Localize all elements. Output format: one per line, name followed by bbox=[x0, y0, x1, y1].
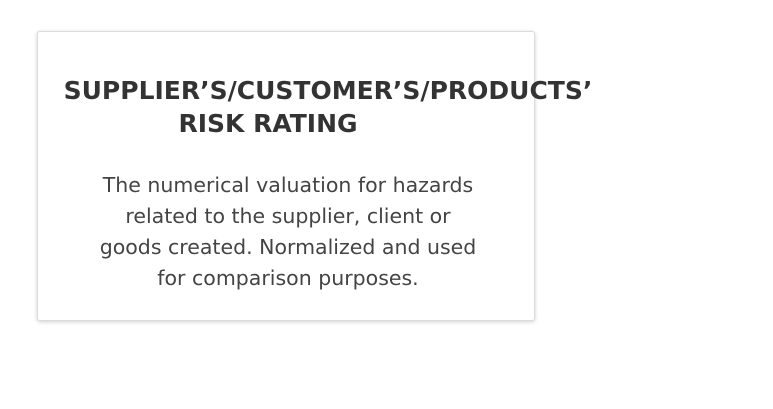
card-title: SUPPLIER’S/CUSTOMER’S/PRODUCTS’ RISK RAT… bbox=[58, 74, 598, 140]
card-description-line: The numerical valuation for hazards bbox=[102, 173, 474, 197]
card-description-line: related to the supplier, client or bbox=[125, 204, 451, 228]
card-title-line: RISK RATING bbox=[178, 109, 358, 138]
card-title-line: SUPPLIER’S/CUSTOMER’S/PRODUCTS’ bbox=[63, 76, 593, 105]
card-description-line: for comparison purposes. bbox=[157, 266, 419, 290]
info-card: SUPPLIER’S/CUSTOMER’S/PRODUCTS’ RISK RAT… bbox=[37, 31, 592, 321]
card-description: The numerical valuation for hazards rela… bbox=[68, 170, 508, 294]
card-description-line: goods created. Normalized and used bbox=[99, 235, 477, 259]
